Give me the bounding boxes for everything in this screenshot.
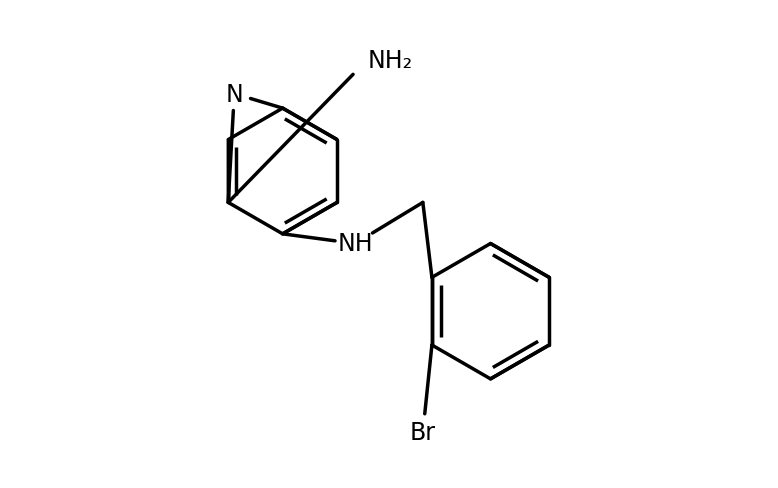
Text: Br: Br	[410, 420, 436, 444]
Text: N: N	[226, 82, 244, 106]
Text: NH₂: NH₂	[367, 49, 412, 73]
Text: NH: NH	[338, 232, 373, 256]
